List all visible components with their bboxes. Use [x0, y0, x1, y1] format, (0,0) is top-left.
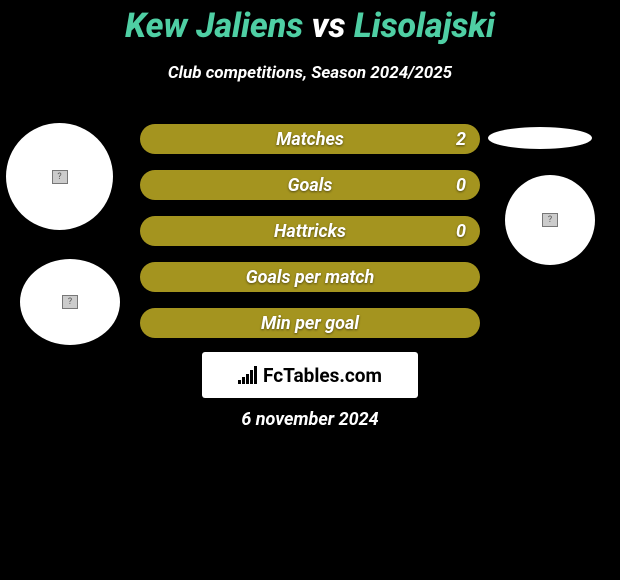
- bar-goals-per-match: Goals per match: [140, 262, 480, 292]
- bar-hattricks: Hattricks 0: [140, 216, 480, 246]
- bar-value: 2: [456, 129, 466, 150]
- bar-matches: Matches 2: [140, 124, 480, 154]
- bar-label: Hattricks: [274, 221, 346, 242]
- title-player2: Lisolajski: [354, 6, 495, 46]
- broken-image-icon: [62, 295, 78, 309]
- bar-value: 0: [456, 175, 466, 196]
- brand-text: FcTables.com: [263, 364, 382, 387]
- player2-ellipse: [488, 127, 592, 149]
- subtitle: Club competitions, Season 2024/2025: [0, 63, 620, 83]
- brand-badge: FcTables.com: [202, 352, 418, 398]
- player2-club-circle: [505, 175, 595, 265]
- player1-photo-circle: [6, 123, 113, 230]
- title-vs: vs: [312, 6, 346, 46]
- page-title: Kew Jaliens vs Lisolajski: [0, 6, 620, 46]
- stats-bars: Matches 2 Goals 0 Hattricks 0 Goals per …: [140, 124, 480, 354]
- bar-value: 0: [456, 221, 466, 242]
- title-player1: Kew Jaliens: [125, 6, 303, 46]
- broken-image-icon: [52, 170, 68, 184]
- bar-min-per-goal: Min per goal: [140, 308, 480, 338]
- bar-label: Matches: [276, 129, 344, 150]
- bar-label: Min per goal: [261, 313, 359, 334]
- footer-date: 6 november 2024: [0, 409, 620, 430]
- player1-club-circle: [20, 259, 120, 345]
- bar-label: Goals per match: [246, 267, 374, 288]
- broken-image-icon: [542, 213, 558, 227]
- bar-goals: Goals 0: [140, 170, 480, 200]
- bar-chart-icon: [238, 366, 257, 384]
- bar-label: Goals: [288, 175, 333, 196]
